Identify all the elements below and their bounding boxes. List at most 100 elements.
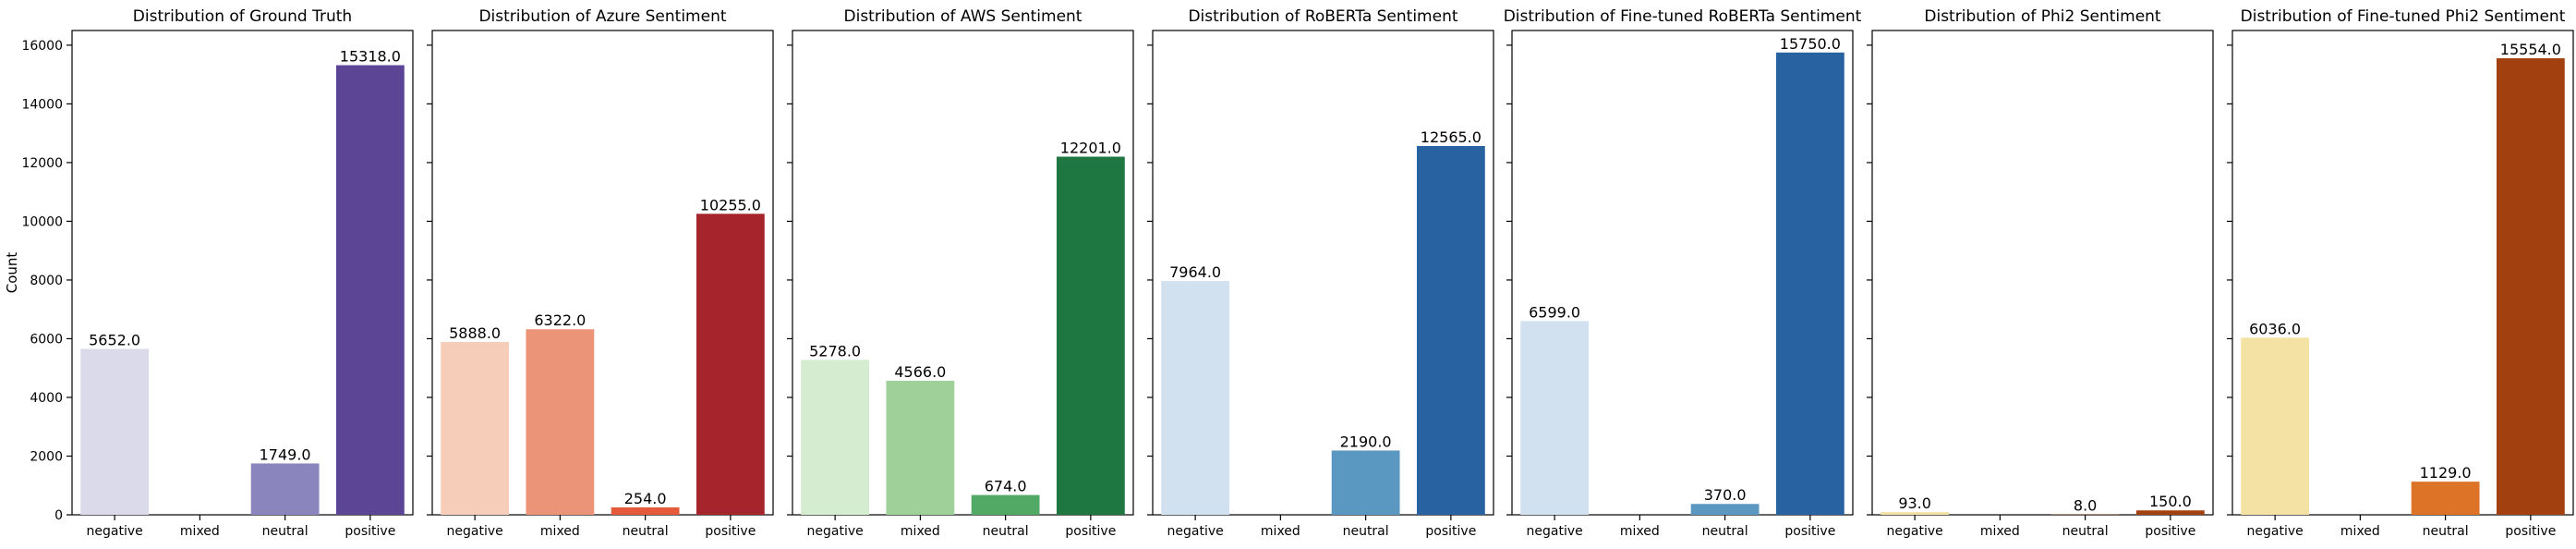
bar [1520,321,1589,515]
axes-frame [1872,30,2213,515]
data-label: 254.0 [624,490,667,507]
bar [1057,157,1125,515]
chart-title: Distribution of Fine-tuned Phi2 Sentimen… [2241,7,2566,26]
x-tick-label: positive [2145,524,2195,539]
y-tick-label: 16000 [21,39,63,54]
chart-panel: Distribution of Fine-tuned Phi2 Sentimen… [2227,7,2573,539]
x-tick-label: neutral [2062,524,2109,539]
x-tick-label: positive [1784,524,1835,539]
data-label: 5278.0 [809,342,861,360]
bar [2241,337,2309,515]
x-tick-label: neutral [623,524,669,539]
bar [526,329,594,515]
bar [2497,58,2565,515]
x-tick-label: neutral [983,524,1029,539]
chart-title: Distribution of RoBERTa Sentiment [1188,7,1457,26]
y-tick-label: 12000 [21,156,63,171]
bar [1776,53,1844,515]
data-label: 12565.0 [1421,128,1482,146]
chart-title: Distribution of Fine-tuned RoBERTa Senti… [1504,7,1862,26]
bar [886,381,954,515]
chart-title: Distribution of Phi2 Sentiment [1924,7,2161,26]
x-tick-label: positive [345,524,395,539]
x-tick-label: mixed [540,524,580,539]
y-tick-label: 6000 [30,332,63,347]
x-tick-label: neutral [262,524,308,539]
data-label: 10255.0 [700,196,761,214]
chart-panel: Distribution of AWS Sentiment negative 527… [787,7,1133,539]
bar [696,214,765,515]
x-tick-label: negative [447,524,503,539]
chart-panel: Distribution of Fine-tuned RoBERTa Senti… [1504,7,1862,539]
x-tick-label: negative [1887,524,1943,539]
chart-title: Distribution of Azure Sentiment [478,7,726,26]
data-label: 674.0 [985,478,1027,495]
data-label: 5652.0 [89,332,140,349]
x-tick-label: mixed [1261,524,1300,539]
x-tick-label: negative [2247,524,2304,539]
x-tick-label: positive [705,524,756,539]
data-label: 150.0 [2149,493,2192,510]
data-label: 2190.0 [1340,433,1392,450]
y-tick-label: 4000 [30,391,63,406]
x-tick-label: negative [807,524,864,539]
x-tick-label: negative [1527,524,1583,539]
bar [801,360,869,515]
x-tick-label: mixed [1620,524,1660,539]
y-tick-label: 8000 [30,274,63,288]
data-label: 93.0 [1898,494,1931,512]
data-label: 4566.0 [894,363,946,381]
chart-title: Distribution of AWS Sentiment [844,7,1082,26]
bar [251,463,320,515]
y-tick-label: 2000 [30,449,63,464]
chart-title: Distribution of Ground Truth [133,7,352,26]
bar [972,495,1040,515]
data-label: 1129.0 [2420,464,2472,482]
bar [1691,504,1760,515]
bar [1881,512,1949,515]
chart-panel: Distribution of Azure Sentiment negative 5… [427,7,773,539]
x-tick-label: mixed [180,524,220,539]
bar [611,507,680,515]
bar [1332,450,1400,515]
x-tick-label: positive [2505,524,2556,539]
x-tick-label: positive [1425,524,1476,539]
chart-panel: Distribution of Ground Truth 0 2000 4000 600… [21,7,413,539]
data-label: 6322.0 [534,311,586,329]
x-tick-label: mixed [901,524,940,539]
data-label: 1749.0 [260,445,311,463]
bar [441,342,509,515]
chart-panel: Distribution of Phi2 Sentiment negative 93… [1867,7,2213,539]
data-label: 15750.0 [1780,35,1841,53]
x-tick-label: neutral [1343,524,1389,539]
bar [1161,281,1229,515]
x-tick-label: neutral [2423,524,2469,539]
bar [2412,482,2480,515]
y-tick-label: 14000 [21,97,63,112]
data-label: 370.0 [1704,486,1747,504]
data-label: 8.0 [2074,497,2097,515]
y-tick-label: 10000 [21,214,63,229]
data-label: 5888.0 [449,324,501,342]
chart-panel: Distribution of RoBERTa Sentiment negativ… [1147,7,1494,539]
bar [80,349,149,515]
bar [336,66,405,515]
data-label: 15554.0 [2500,41,2561,58]
x-tick-label: neutral [1702,524,1748,539]
data-label: 7964.0 [1169,263,1221,281]
x-tick-label: negative [1167,524,1224,539]
data-label: 6036.0 [2249,320,2301,337]
data-label: 12201.0 [1060,140,1121,157]
y-tick-label: 0 [54,508,63,523]
x-tick-label: positive [1065,524,1116,539]
bar [1417,146,1485,515]
x-tick-label: negative [87,524,143,539]
data-label: 15318.0 [340,48,401,66]
y-axis-label: Count [4,252,20,294]
data-label: 6599.0 [1529,303,1580,321]
x-tick-label: mixed [1980,524,2020,539]
x-tick-label: mixed [2340,524,2380,539]
bar [2136,510,2205,515]
